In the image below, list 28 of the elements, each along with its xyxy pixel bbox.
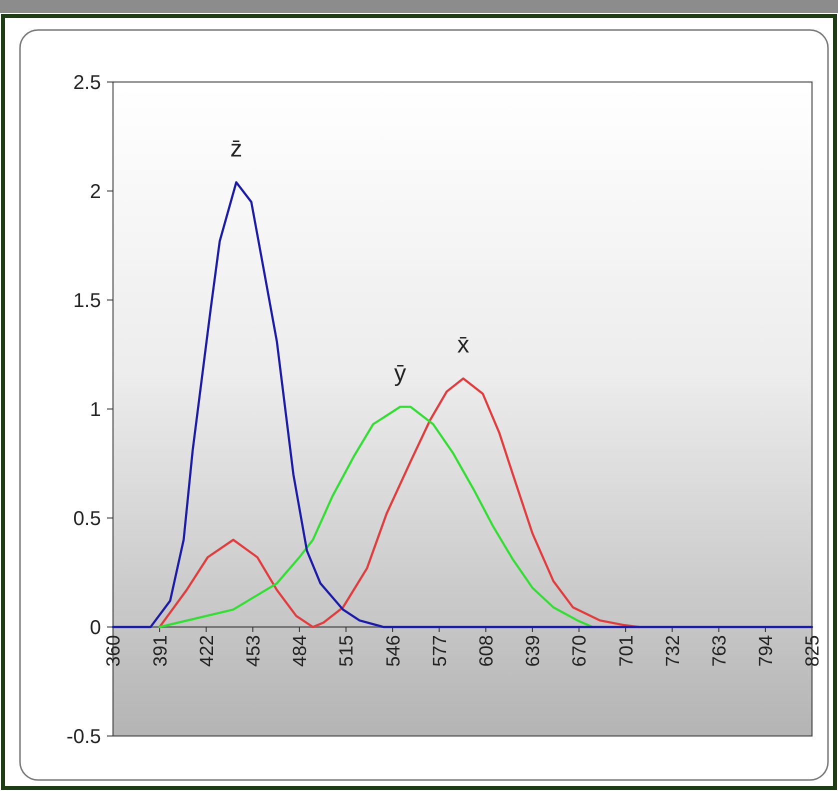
x-tick-label: 825 xyxy=(802,635,824,667)
x-tick-label: 453 xyxy=(243,635,264,667)
y-tick-label: 0.5 xyxy=(73,508,101,530)
x-tick-label: 794 xyxy=(756,634,778,667)
x-tick-label: 515 xyxy=(336,635,358,667)
y-tick-label: 0 xyxy=(90,617,101,639)
x-tick-label: 546 xyxy=(383,635,404,667)
y-tick-label: 1.5 xyxy=(73,290,101,312)
series-label: x̄ xyxy=(457,331,470,358)
x-tick-label: 639 xyxy=(523,635,544,667)
x-tick-label: 670 xyxy=(570,635,591,667)
x-tick-label: 484 xyxy=(290,634,312,667)
x-tick-label: 422 xyxy=(196,635,218,667)
series-label: ȳ xyxy=(394,360,406,387)
x-tick-label: 732 xyxy=(662,635,684,667)
x-tick-label: 577 xyxy=(430,635,451,667)
y-tick-label: 1 xyxy=(90,399,101,421)
line-series xyxy=(158,406,594,628)
x-tick-label: 701 xyxy=(616,635,638,667)
x-tick-label: 391 xyxy=(150,635,172,667)
x-tick-label: 608 xyxy=(476,635,498,667)
x-tick-label: 763 xyxy=(709,635,730,667)
y-tick-label: -0.5 xyxy=(66,726,101,748)
x-tick-label: 360 xyxy=(104,635,125,667)
y-tick-label: 2 xyxy=(90,181,101,203)
series-label: z̄ xyxy=(230,135,242,162)
line-series xyxy=(112,181,814,628)
y-tick-label: 2.5 xyxy=(73,72,101,94)
